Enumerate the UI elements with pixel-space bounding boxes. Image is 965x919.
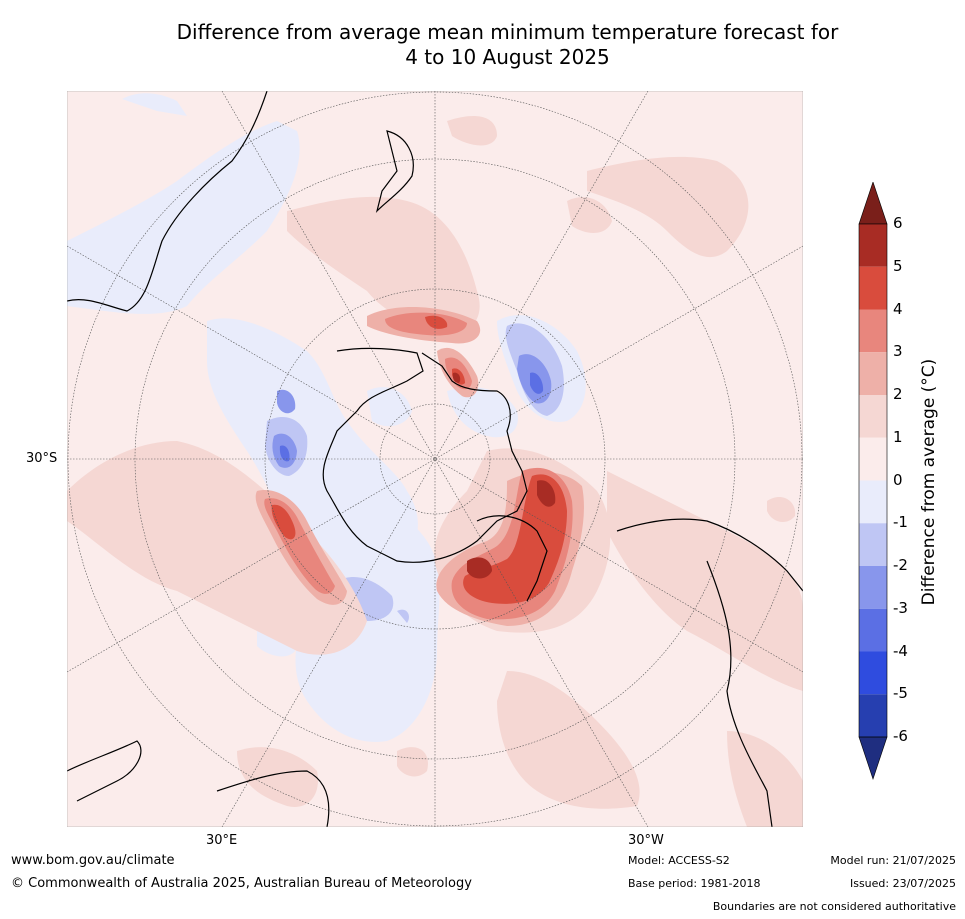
title-line-2: 4 to 10 August 2025 [405,45,610,69]
lat-label-30s: 30°S [26,451,58,466]
colorbar-tick-label: 3 [893,342,903,361]
anomaly-neg-3-4 [279,372,544,462]
colorbar-tick-label: 4 [893,299,903,318]
colorbar-tick-label: 1 [893,427,903,446]
colorbar-tick-label: -4 [893,641,908,660]
colorbar [858,182,888,780]
colorbar-swatch [859,437,887,481]
title-line-1: Difference from average mean minimum tem… [176,20,839,44]
disclaimer-text: Boundaries are not considered authoritat… [712,900,956,913]
colorbar-swatches [858,182,888,780]
colorbar-swatch [859,395,887,438]
colorbar-tick-label: 2 [893,385,903,403]
lon-label-30e: 30°E [206,833,238,848]
colorbar-tick-label: -5 [893,684,908,703]
colorbar-swatch [859,694,887,737]
colorbar-swatch [859,651,887,695]
colorbar-tick-label: -3 [893,598,908,617]
model-text: Model: ACCESS-S2 [628,854,730,867]
coastlines [67,91,803,827]
colorbar-swatch [859,266,887,310]
colorbar-swatch [859,608,887,652]
colorbar-swatch [859,566,887,609]
colorbar-tick-label: -2 [893,556,908,574]
graticule [67,91,803,827]
colorbar-title: Difference from average (°C) [919,358,939,606]
colorbar-tick-label: 6 [893,214,903,232]
colorbar-tick-label: -1 [893,513,908,532]
base-period-text: Base period: 1981-2018 [628,877,761,890]
polar-map [67,91,803,827]
colorbar-swatch [859,523,887,566]
colorbar-swatch [859,309,887,353]
anomaly-pos-5-6 [452,372,556,579]
colorbar-swatch [859,480,887,524]
colorbar-extend-high [858,182,888,225]
lon-label-30w: 30°W [628,833,664,848]
colorbar-swatch [859,224,887,267]
colorbar-swatch [859,352,887,395]
colorbar-extend-low [858,736,888,780]
model-run-text: Model run: 21/07/2025 [830,854,956,867]
colorbar-outline [858,223,888,738]
map-title: Difference from average mean minimum tem… [0,20,965,70]
website-link[interactable]: www.bom.gov.au/climate [11,853,175,868]
copyright-text: © Commonwealth of Australia 2025, Austra… [11,876,472,891]
colorbar-tick-label: 0 [893,470,903,489]
issued-text: Issued: 23/07/2025 [849,877,956,890]
map-panel [67,91,803,827]
colorbar-tick-label: 5 [893,256,903,275]
colorbar-tick-label: -6 [893,727,908,745]
